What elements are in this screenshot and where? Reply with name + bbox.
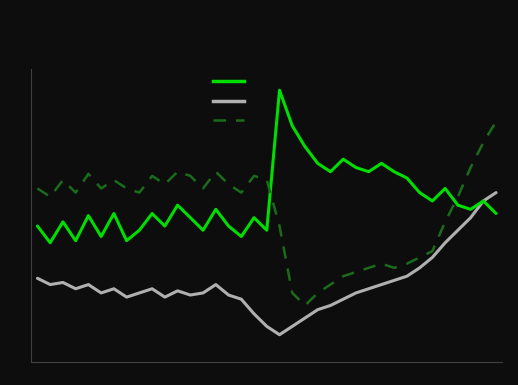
Legend: , , : , , [213, 75, 246, 127]
